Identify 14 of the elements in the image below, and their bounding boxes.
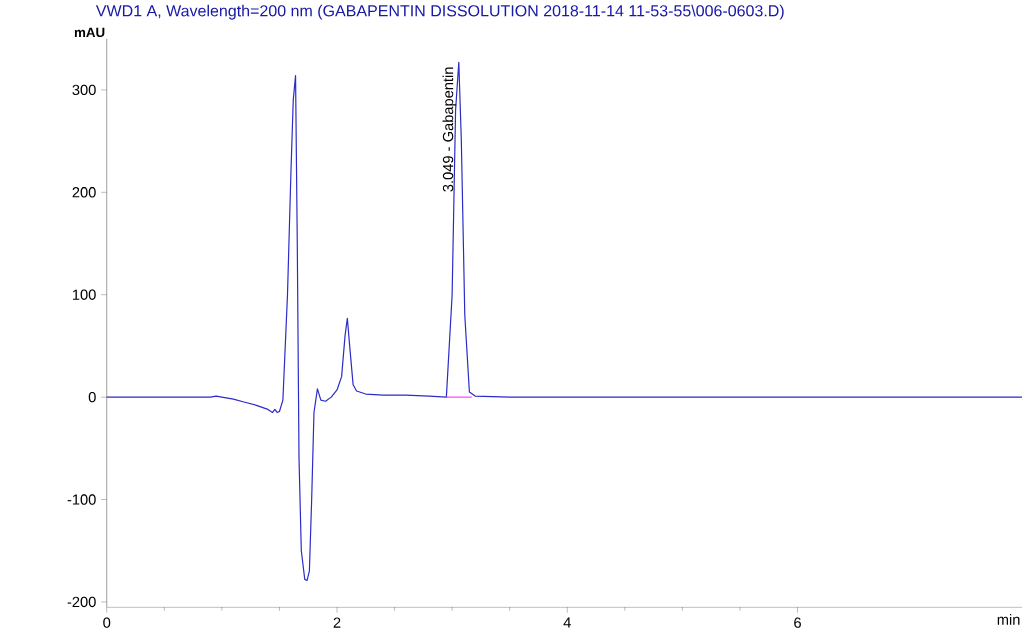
chart-title: VWD1 A, Wavelength=200 nm (GABAPENTIN DISSOLUTION 2018-11-14 11-53-55\006-0603.D) — [95, 4, 784, 20]
y-tick-label: 100 — [72, 289, 96, 300]
x-tick-label: 0 — [103, 617, 111, 628]
y-tick-label: -100 — [67, 494, 96, 505]
x-tick-label: 2 — [333, 617, 341, 628]
y-tick-label: 200 — [72, 186, 96, 198]
x-tick-label: 6 — [794, 617, 801, 628]
y-tick-label: -200 — [67, 596, 96, 607]
x-axis-title: min — [997, 613, 1020, 625]
annotation: 3.049 - Gabapentin — [442, 67, 457, 192]
y-tick-label: 0 — [88, 391, 96, 403]
y-tick-label: 300 — [72, 84, 96, 95]
y-axis-title: mAU — [74, 27, 105, 37]
x-tick-label: 4 — [563, 617, 571, 628]
